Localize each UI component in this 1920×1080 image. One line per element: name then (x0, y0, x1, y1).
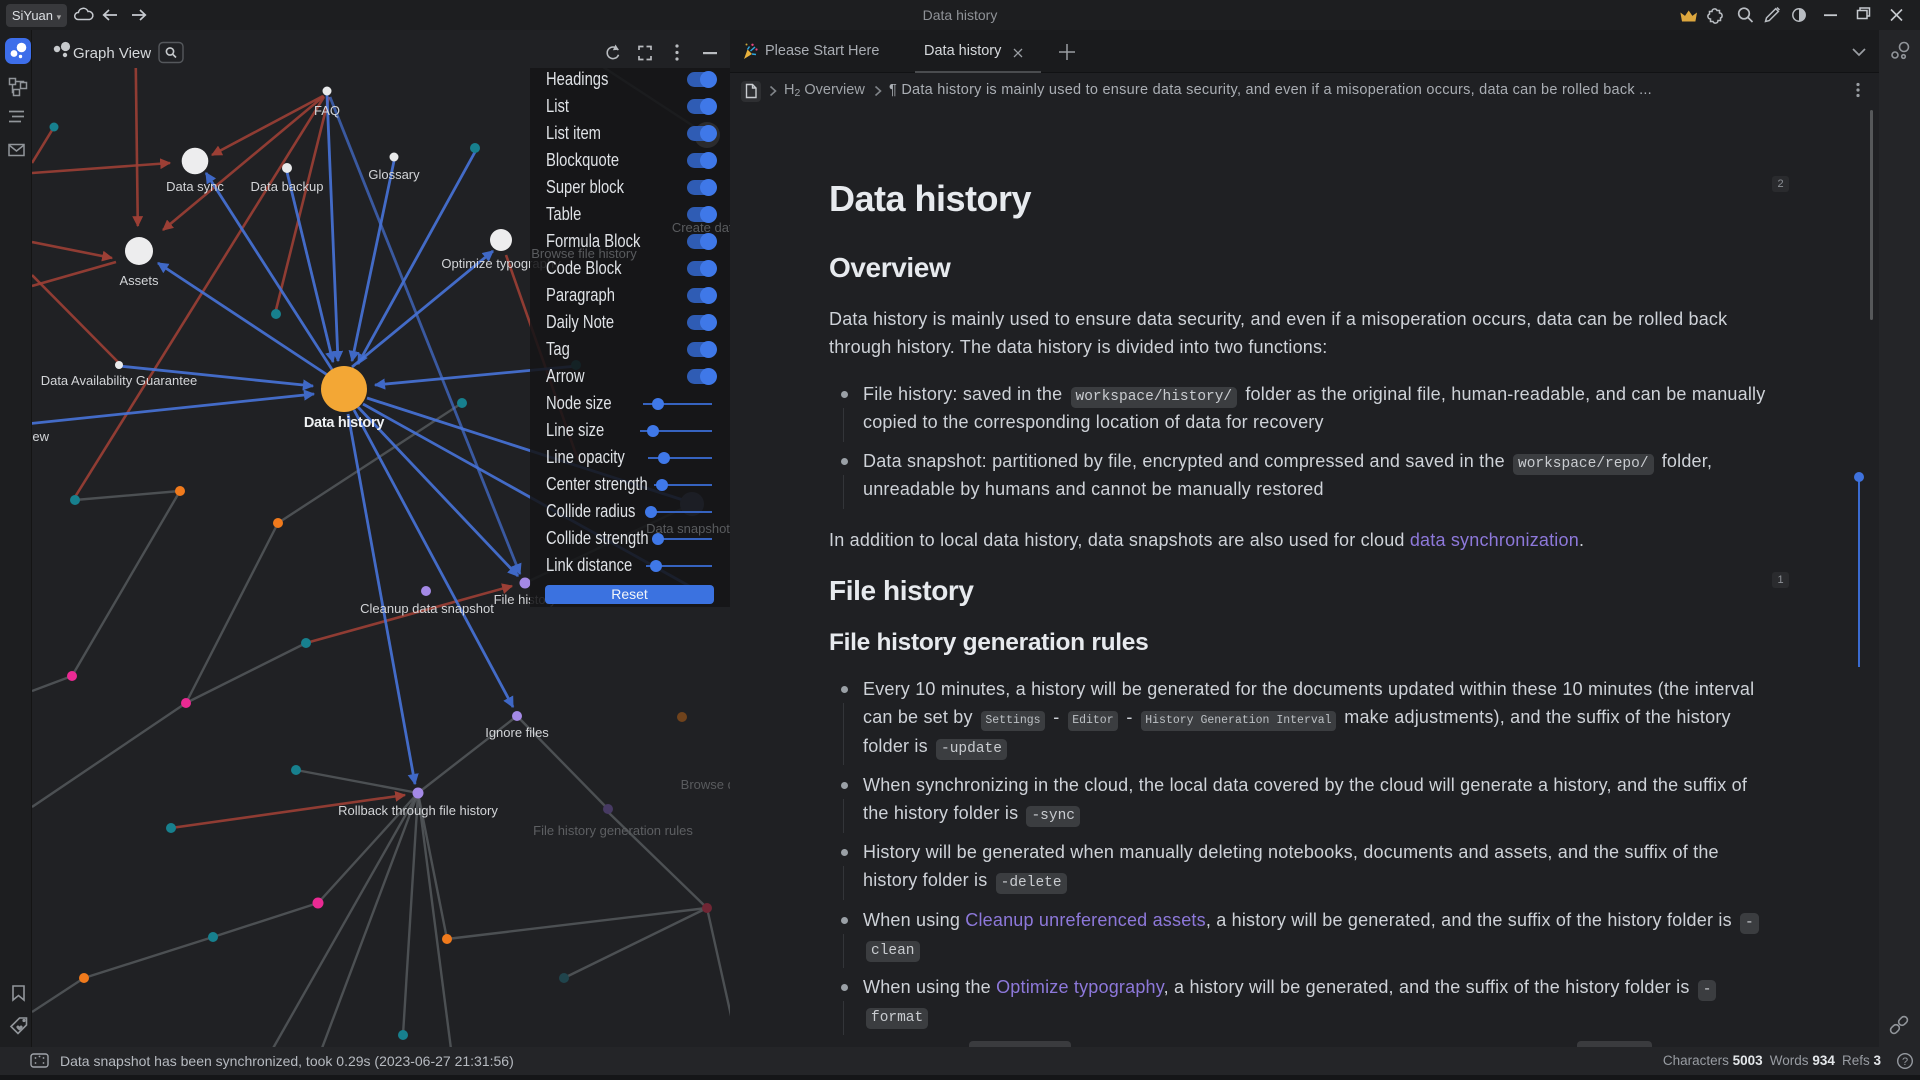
svg-text:Graph View: Graph View (73, 45, 151, 62)
svg-text:overview: overview (32, 429, 50, 444)
svg-text:Data history: Data history (304, 415, 384, 431)
svg-text:Browse file history: Browse file history (531, 246, 637, 261)
svg-text:Data Availability Guarantee: Data Availability Guarantee (41, 373, 198, 388)
svg-text:Data snapshot: Data snapshot (646, 521, 730, 536)
svg-text:Data backup: Data backup (251, 179, 324, 194)
svg-text:Ignore files: Ignore files (485, 725, 549, 740)
svg-text:Assets: Assets (119, 273, 159, 288)
svg-text:File history generation rules: File history generation rules (533, 823, 693, 838)
svg-text:Browse data snapshot: Browse data snapshot (681, 777, 730, 792)
svg-text:Cleanup data snapshot: Cleanup data snapshot (360, 601, 494, 616)
svg-text:FAQ: FAQ (314, 103, 340, 118)
svg-text:Data sync: Data sync (166, 179, 224, 194)
svg-text:Glossary: Glossary (368, 167, 420, 182)
svg-text:Rollback through file history: Rollback through file history (338, 803, 498, 818)
svg-text:Create data snapshot: Create data snapshot (672, 220, 730, 235)
svg-text:?: ? (1902, 1056, 1908, 1068)
